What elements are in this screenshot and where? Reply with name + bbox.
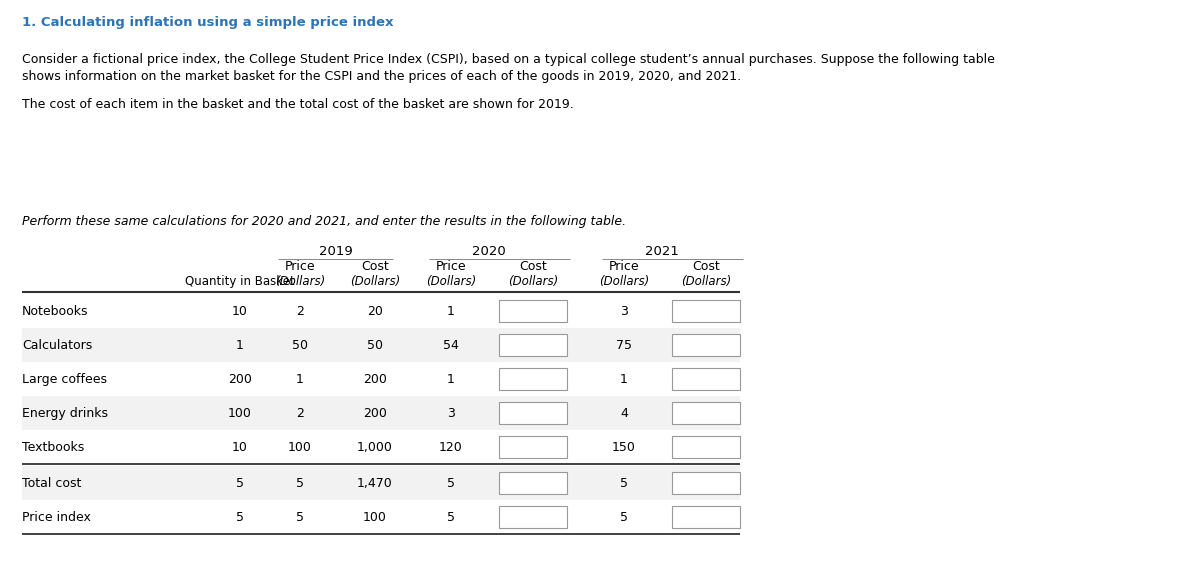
Text: (Dollars): (Dollars) xyxy=(508,275,558,288)
Text: Price: Price xyxy=(436,260,467,273)
Text: 2021: 2021 xyxy=(644,245,678,258)
Text: (Dollars): (Dollars) xyxy=(426,275,476,288)
Text: 200: 200 xyxy=(364,373,386,386)
Text: 3: 3 xyxy=(620,305,628,318)
Text: 10: 10 xyxy=(232,305,248,318)
Text: 4: 4 xyxy=(620,407,628,420)
Text: The cost of each item in the basket and the total cost of the basket are shown f: The cost of each item in the basket and … xyxy=(22,98,574,111)
Text: 1: 1 xyxy=(620,373,628,386)
Text: 100: 100 xyxy=(228,407,252,420)
Text: Perform these same calculations for 2020 and 2021, and enter the results in the : Perform these same calculations for 2020… xyxy=(22,215,626,228)
Text: 5: 5 xyxy=(620,477,628,490)
FancyBboxPatch shape xyxy=(672,334,740,356)
Text: Cost: Cost xyxy=(361,260,389,273)
Text: 100: 100 xyxy=(364,511,386,524)
Text: Calculators: Calculators xyxy=(22,339,92,352)
Text: 10: 10 xyxy=(232,441,248,454)
Text: 1,000: 1,000 xyxy=(358,441,392,454)
FancyBboxPatch shape xyxy=(499,436,568,458)
Bar xyxy=(22,396,740,430)
Text: Cost: Cost xyxy=(692,260,720,273)
Text: 2: 2 xyxy=(296,407,304,420)
Text: shows information on the market basket for the CSPI and the prices of each of th: shows information on the market basket f… xyxy=(22,70,742,83)
FancyBboxPatch shape xyxy=(499,402,568,424)
Text: 50: 50 xyxy=(367,339,383,352)
Text: 2020: 2020 xyxy=(472,245,505,258)
Text: 54: 54 xyxy=(443,339,458,352)
Text: 1: 1 xyxy=(448,305,455,318)
Text: 120: 120 xyxy=(439,441,463,454)
Text: 200: 200 xyxy=(364,407,386,420)
FancyBboxPatch shape xyxy=(672,300,740,322)
Text: Consider a fictional price index, the College Student Price Index (CSPI), based : Consider a fictional price index, the Co… xyxy=(22,53,995,66)
Text: 2: 2 xyxy=(296,305,304,318)
FancyBboxPatch shape xyxy=(499,300,568,322)
Bar xyxy=(22,328,740,362)
Text: Textbooks: Textbooks xyxy=(22,441,84,454)
FancyBboxPatch shape xyxy=(672,436,740,458)
Text: Cost: Cost xyxy=(520,260,547,273)
FancyBboxPatch shape xyxy=(499,334,568,356)
Text: (Dollars): (Dollars) xyxy=(680,275,731,288)
Text: Notebooks: Notebooks xyxy=(22,305,89,318)
FancyBboxPatch shape xyxy=(672,402,740,424)
Text: 5: 5 xyxy=(236,511,244,524)
Text: 200: 200 xyxy=(228,373,252,386)
Text: Price: Price xyxy=(284,260,316,273)
Text: (Dollars): (Dollars) xyxy=(599,275,649,288)
Text: Energy drinks: Energy drinks xyxy=(22,407,108,420)
Text: (Dollars): (Dollars) xyxy=(275,275,325,288)
Text: 5: 5 xyxy=(446,477,455,490)
Text: 5: 5 xyxy=(446,511,455,524)
Text: 2019: 2019 xyxy=(319,245,353,258)
FancyBboxPatch shape xyxy=(499,506,568,528)
Text: Price index: Price index xyxy=(22,511,91,524)
Text: 75: 75 xyxy=(616,339,632,352)
Text: 1: 1 xyxy=(296,373,304,386)
Text: 5: 5 xyxy=(296,511,304,524)
FancyBboxPatch shape xyxy=(672,472,740,494)
Text: 1: 1 xyxy=(236,339,244,352)
Text: 20: 20 xyxy=(367,305,383,318)
Text: 5: 5 xyxy=(296,477,304,490)
Text: Price: Price xyxy=(608,260,640,273)
Text: 1: 1 xyxy=(448,373,455,386)
FancyBboxPatch shape xyxy=(672,506,740,528)
Text: Quantity in Basket: Quantity in Basket xyxy=(185,275,295,288)
Text: 5: 5 xyxy=(236,477,244,490)
FancyBboxPatch shape xyxy=(499,368,568,390)
Text: 50: 50 xyxy=(292,339,308,352)
FancyBboxPatch shape xyxy=(672,368,740,390)
Text: 1,470: 1,470 xyxy=(358,477,392,490)
Bar xyxy=(22,466,740,500)
Text: 150: 150 xyxy=(612,441,636,454)
Text: 100: 100 xyxy=(288,441,312,454)
Text: 3: 3 xyxy=(448,407,455,420)
Text: 5: 5 xyxy=(620,511,628,524)
Text: Large coffees: Large coffees xyxy=(22,373,107,386)
Text: 1. Calculating inflation using a simple price index: 1. Calculating inflation using a simple … xyxy=(22,16,394,29)
FancyBboxPatch shape xyxy=(499,472,568,494)
Text: Total cost: Total cost xyxy=(22,477,82,490)
Text: (Dollars): (Dollars) xyxy=(350,275,400,288)
